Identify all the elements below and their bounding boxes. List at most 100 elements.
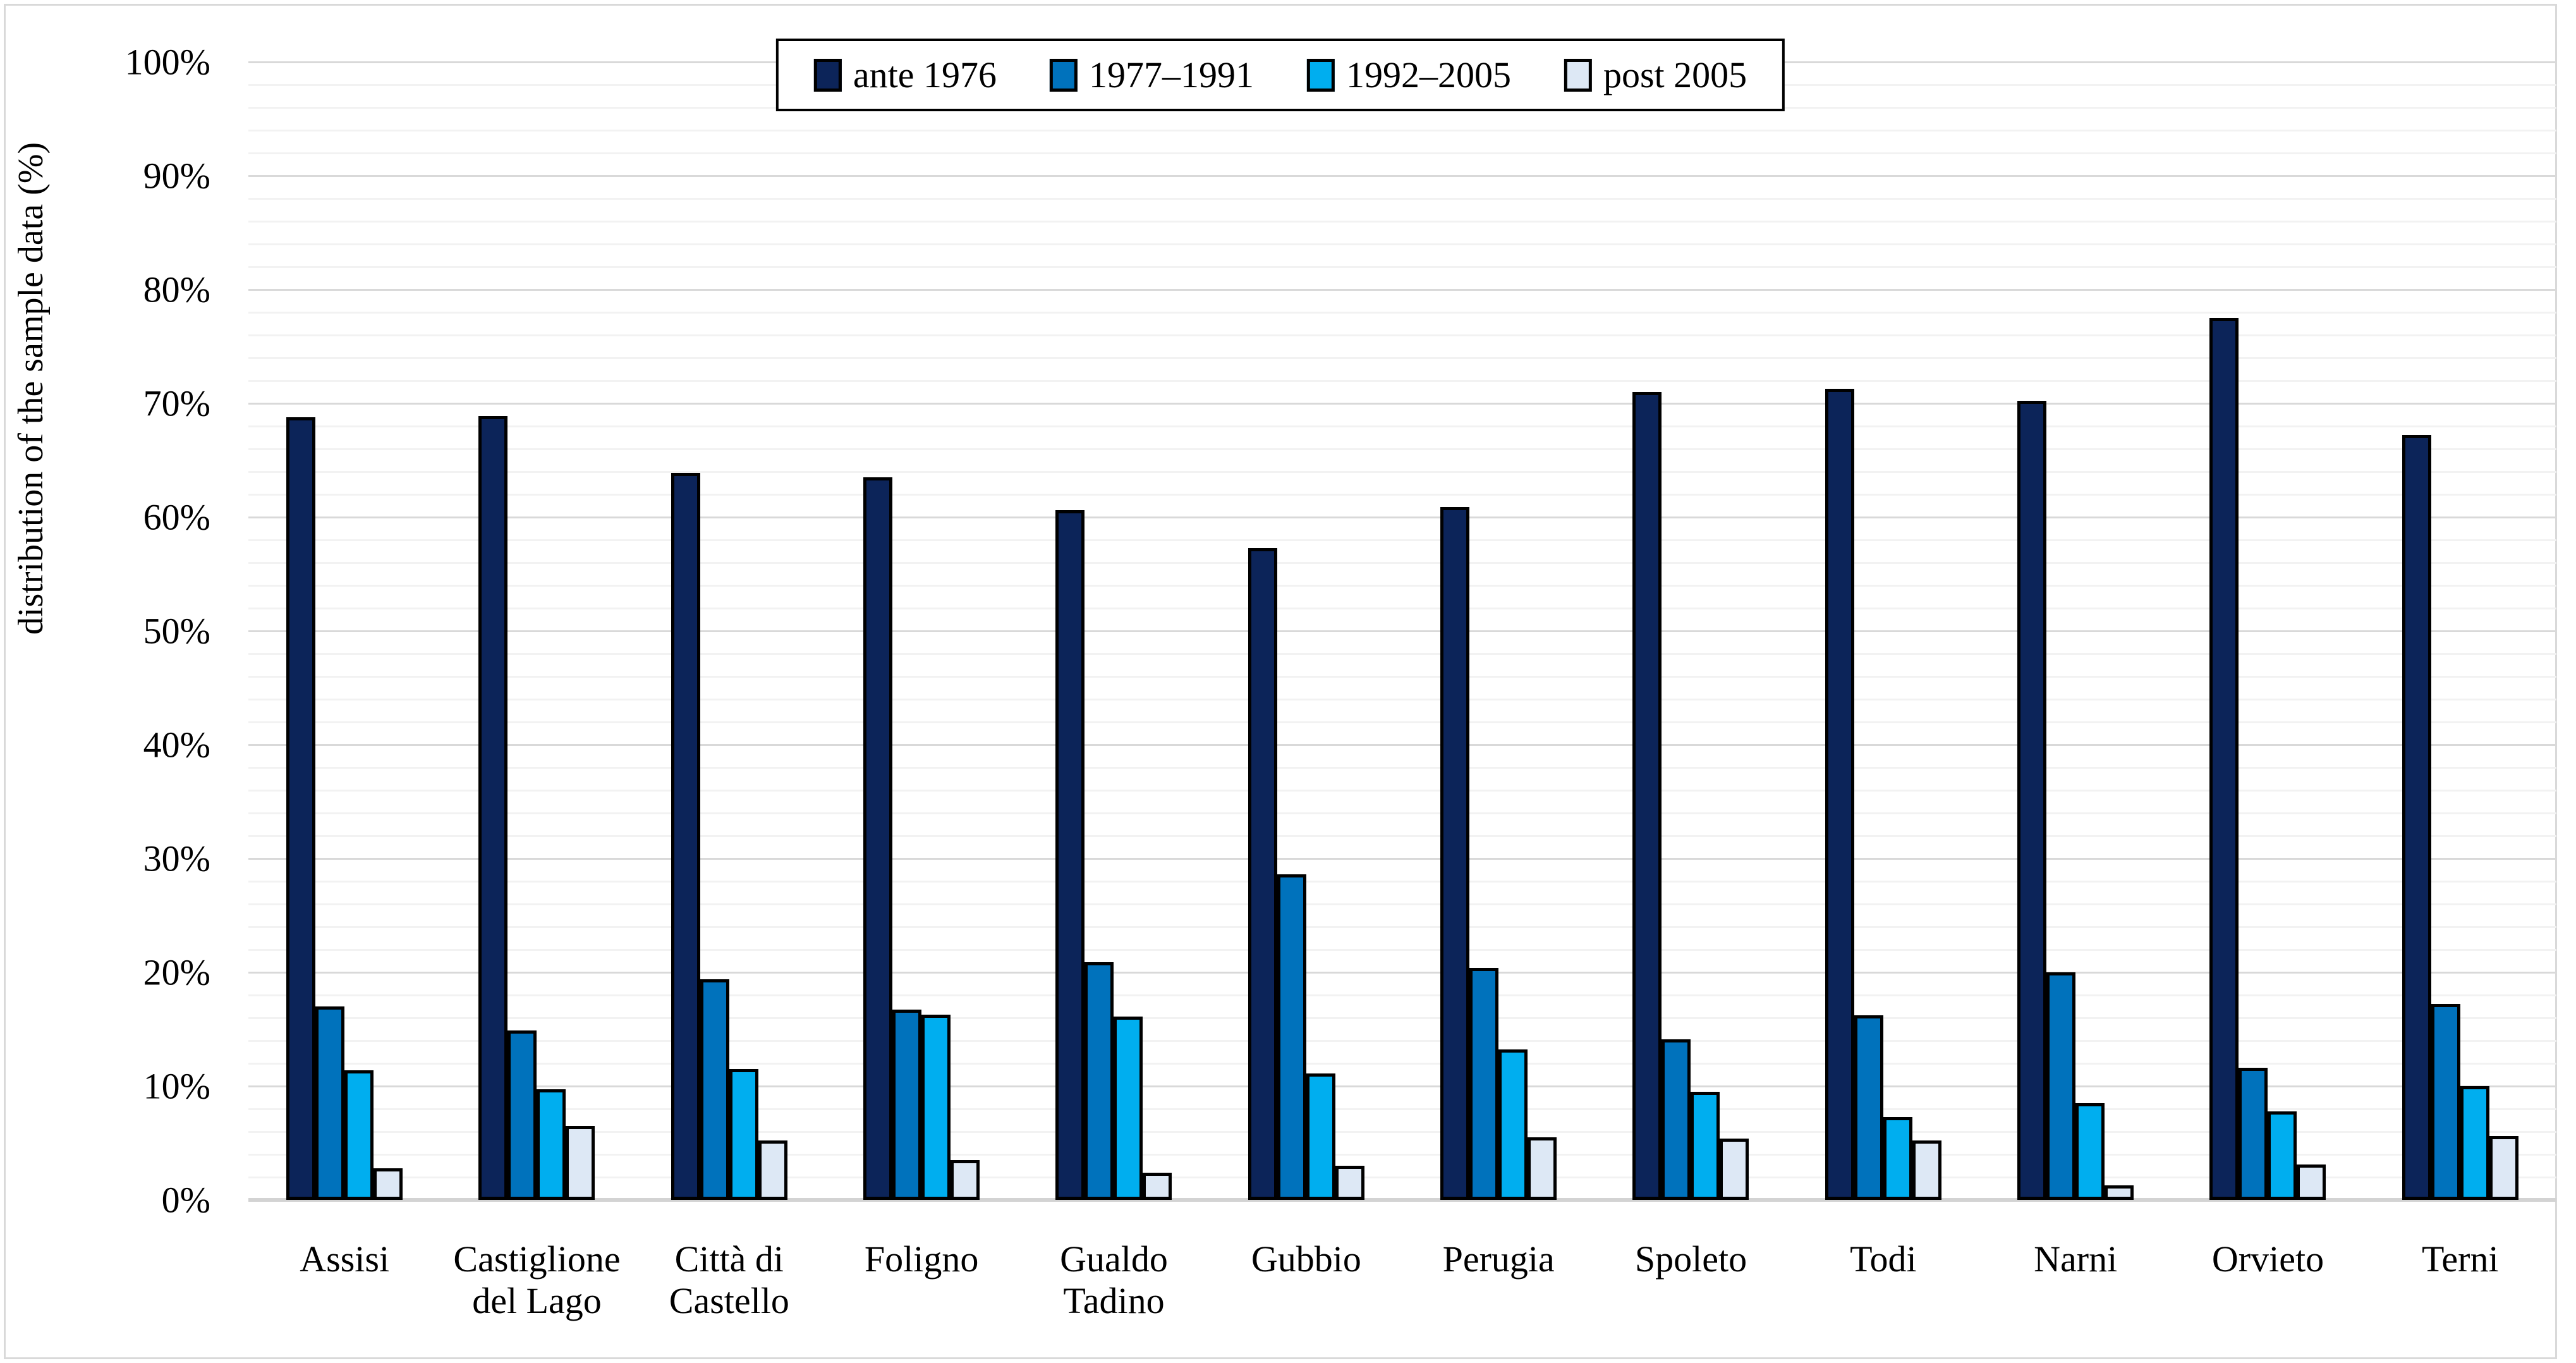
major-gridline bbox=[248, 175, 2556, 177]
bar-post-2005 bbox=[951, 1160, 980, 1200]
bar-1977-1991 bbox=[315, 1006, 345, 1200]
bar-1992-2005 bbox=[2075, 1103, 2105, 1200]
bar-1977-1991 bbox=[1854, 1015, 1883, 1200]
minor-gridline bbox=[248, 1063, 2556, 1065]
x-category-label: Gualdo Tadino bbox=[1060, 1238, 1168, 1321]
bar-ante-1976 bbox=[286, 417, 316, 1200]
minor-gridline bbox=[248, 198, 2556, 200]
bar-ante-1976 bbox=[1440, 507, 1470, 1200]
minor-gridline bbox=[248, 926, 2556, 928]
bar-post-2005 bbox=[1143, 1173, 1172, 1200]
major-gridline bbox=[248, 1085, 2556, 1087]
major-gridline bbox=[248, 289, 2556, 291]
legend-swatch-icon bbox=[1306, 58, 1335, 92]
bar-1992-2005 bbox=[921, 1015, 951, 1200]
minor-gridline bbox=[248, 562, 2556, 564]
bar-ante-1976 bbox=[1055, 510, 1085, 1200]
x-category-label: Terni bbox=[2422, 1238, 2499, 1280]
bar-1977-1991 bbox=[1277, 874, 1306, 1200]
bar-1977-1991 bbox=[1469, 968, 1499, 1200]
bar-1992-2005 bbox=[344, 1070, 374, 1200]
bar-post-2005 bbox=[758, 1140, 787, 1200]
bar-post-2005 bbox=[374, 1168, 403, 1200]
legend-swatch-icon bbox=[1564, 58, 1592, 92]
minor-gridline bbox=[248, 1040, 2556, 1042]
minor-gridline bbox=[248, 494, 2556, 496]
plot-area bbox=[248, 61, 2556, 1202]
bar-1992-2005 bbox=[537, 1089, 566, 1200]
major-gridline bbox=[248, 744, 2556, 746]
bar-1977-1991 bbox=[892, 1010, 922, 1200]
minor-gridline bbox=[248, 676, 2556, 678]
chart-legend: ante 1976 1977–1991 1992–2005 post 2005 bbox=[775, 39, 1785, 111]
legend-swatch-icon bbox=[1049, 58, 1078, 92]
bar-1977-1991 bbox=[2431, 1004, 2460, 1200]
minor-gridline bbox=[248, 357, 2556, 359]
bar-ante-1976 bbox=[671, 473, 700, 1200]
minor-gridline bbox=[248, 1017, 2556, 1019]
legend-label: 1992–2005 bbox=[1346, 54, 1511, 95]
x-category-label: Perugia bbox=[1442, 1238, 1555, 1280]
bar-ante-1976 bbox=[1248, 548, 1277, 1200]
major-gridline bbox=[248, 516, 2556, 518]
minor-gridline bbox=[248, 903, 2556, 905]
x-category-label: Assisi bbox=[300, 1238, 390, 1280]
bar-1977-1991 bbox=[2046, 972, 2076, 1200]
bar-1992-2005 bbox=[2460, 1086, 2489, 1200]
minor-gridline bbox=[248, 130, 2556, 131]
bar-group bbox=[633, 62, 825, 1200]
legend-item: 1992–2005 bbox=[1306, 54, 1511, 96]
bar-1992-2005 bbox=[1306, 1073, 1335, 1200]
bar-post-2005 bbox=[2489, 1136, 2518, 1200]
legend-item: ante 1976 bbox=[813, 54, 997, 96]
bar-1977-1991 bbox=[700, 979, 729, 1200]
bar-1992-2005 bbox=[1114, 1017, 1143, 1200]
major-gridline bbox=[248, 972, 2556, 974]
bar-post-2005 bbox=[1912, 1140, 1941, 1200]
bar-ante-1976 bbox=[2209, 318, 2239, 1200]
major-gridline bbox=[248, 630, 2556, 632]
x-category-label: Gubbio bbox=[1251, 1238, 1361, 1280]
y-tick-label: 40% bbox=[143, 724, 210, 766]
y-axis-title: distribution of the sample data (%) bbox=[11, 142, 51, 635]
minor-gridline bbox=[248, 608, 2556, 609]
bar-post-2005 bbox=[1528, 1137, 1557, 1200]
bar-1992-2005 bbox=[729, 1069, 758, 1200]
minor-gridline bbox=[248, 994, 2556, 996]
bar-post-2005 bbox=[1720, 1139, 1749, 1200]
y-tick-label: 70% bbox=[143, 382, 210, 424]
y-tick-label: 50% bbox=[143, 610, 210, 652]
bar-post-2005 bbox=[566, 1126, 595, 1200]
x-category-label: Narni bbox=[2034, 1238, 2118, 1280]
bar-group bbox=[1402, 62, 1595, 1200]
chart-figure: distribution of the sample data (%) 0% 10… bbox=[4, 4, 2557, 1359]
x-axis-line bbox=[248, 1198, 2556, 1202]
minor-gridline bbox=[248, 585, 2556, 587]
minor-gridline bbox=[248, 653, 2556, 655]
minor-gridline bbox=[248, 152, 2556, 154]
minor-gridline bbox=[248, 721, 2556, 723]
bar-group bbox=[440, 62, 633, 1200]
minor-gridline bbox=[248, 790, 2556, 792]
bar-1977-1991 bbox=[1662, 1039, 1691, 1200]
bar-ante-1976 bbox=[2017, 401, 2047, 1200]
minor-gridline bbox=[248, 699, 2556, 700]
minor-gridline bbox=[248, 425, 2556, 427]
y-tick-label: 100% bbox=[125, 41, 210, 83]
bar-post-2005 bbox=[2297, 1164, 2326, 1200]
bar-1977-1991 bbox=[507, 1030, 537, 1200]
bar-group bbox=[2172, 62, 2364, 1200]
bar-1977-1991 bbox=[1084, 962, 1114, 1200]
minor-gridline bbox=[248, 949, 2556, 951]
y-tick-label: 10% bbox=[143, 1065, 210, 1107]
major-gridline bbox=[248, 403, 2556, 405]
minor-gridline bbox=[248, 221, 2556, 223]
bar-group bbox=[1787, 62, 1979, 1200]
minor-gridline bbox=[248, 539, 2556, 541]
minor-gridline bbox=[248, 1177, 2556, 1178]
minor-gridline bbox=[248, 812, 2556, 814]
minor-gridline bbox=[248, 380, 2556, 382]
y-tick-label: 60% bbox=[143, 496, 210, 538]
y-tick-label: 80% bbox=[143, 269, 210, 310]
bar-ante-1976 bbox=[1825, 389, 1854, 1200]
